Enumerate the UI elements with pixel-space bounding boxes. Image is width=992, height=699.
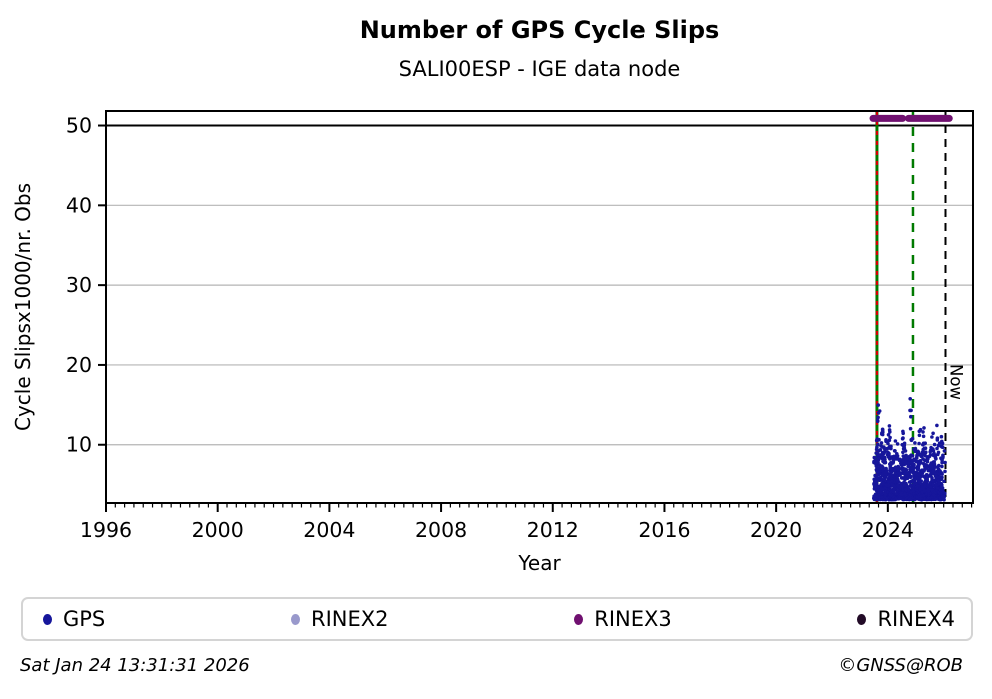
- x-tick-label: 2008: [415, 518, 467, 542]
- y-axis: 10 20 30 40 50 Cycle Slipsx1000/nr. Obs: [11, 114, 106, 457]
- legend-label-rinex2: RINEX2: [311, 607, 389, 631]
- x-tick-label: 2004: [303, 518, 355, 542]
- timestamp: Sat Jan 24 13:31:31 2026: [20, 655, 250, 676]
- y-tick-label: 30: [66, 273, 92, 297]
- rinex3-marker-icon: [574, 613, 584, 625]
- x-axis-label: Year: [517, 551, 561, 575]
- credit: ©GNSS@ROB: [838, 655, 963, 676]
- plot-frame: [105, 110, 974, 504]
- x-tick-label: 2024: [862, 518, 914, 542]
- gps-scatter: [872, 397, 947, 502]
- legend: GPS RINEX2 RINEX3 RINEX4: [21, 597, 973, 641]
- y-tick-label: 20: [66, 353, 92, 377]
- gps-marker-icon: [43, 613, 52, 625]
- y-tick-label: 50: [66, 114, 92, 138]
- legend-item-rinex2: RINEX2: [291, 607, 389, 631]
- legend-label-rinex4: RINEX4: [877, 607, 955, 631]
- y-tick-label: 10: [66, 433, 92, 457]
- rinex2-marker-icon: [291, 613, 300, 625]
- footer: Sat Jan 24 13:31:31 2026 ©GNSS@ROB: [20, 655, 963, 676]
- gridlines: [106, 124, 973, 446]
- chart-canvas: 1996 2000 2004 2008 2012 2016 2020 2024 Year 10 20…: [11, 110, 974, 575]
- x-tick-label: 1996: [80, 518, 132, 542]
- legend-item-rinex4: RINEX4: [857, 607, 955, 631]
- x-tick-label: 2000: [192, 518, 244, 542]
- legend-item-gps: GPS: [43, 607, 105, 631]
- x-tick-label: 2020: [750, 518, 802, 542]
- now-label: Now: [946, 364, 965, 400]
- chart-title: Number of GPS Cycle Slips: [359, 16, 720, 44]
- x-axis: 1996 2000 2004 2008 2012 2016 2020 2024 Year: [80, 503, 973, 575]
- legend-label-rinex3: RINEX3: [594, 607, 672, 631]
- y-axis-label: Cycle Slipsx1000/nr. Obs: [11, 183, 35, 431]
- chart-subtitle: SALI00ESP - IGE data node: [398, 57, 681, 81]
- x-tick-label: 2012: [527, 518, 579, 542]
- y-tick-label: 40: [66, 193, 92, 217]
- rinex4-marker-icon: [857, 613, 867, 625]
- legend-item-rinex3: RINEX3: [574, 607, 672, 631]
- x-tick-label: 2016: [638, 518, 690, 542]
- legend-label-gps: GPS: [63, 607, 106, 631]
